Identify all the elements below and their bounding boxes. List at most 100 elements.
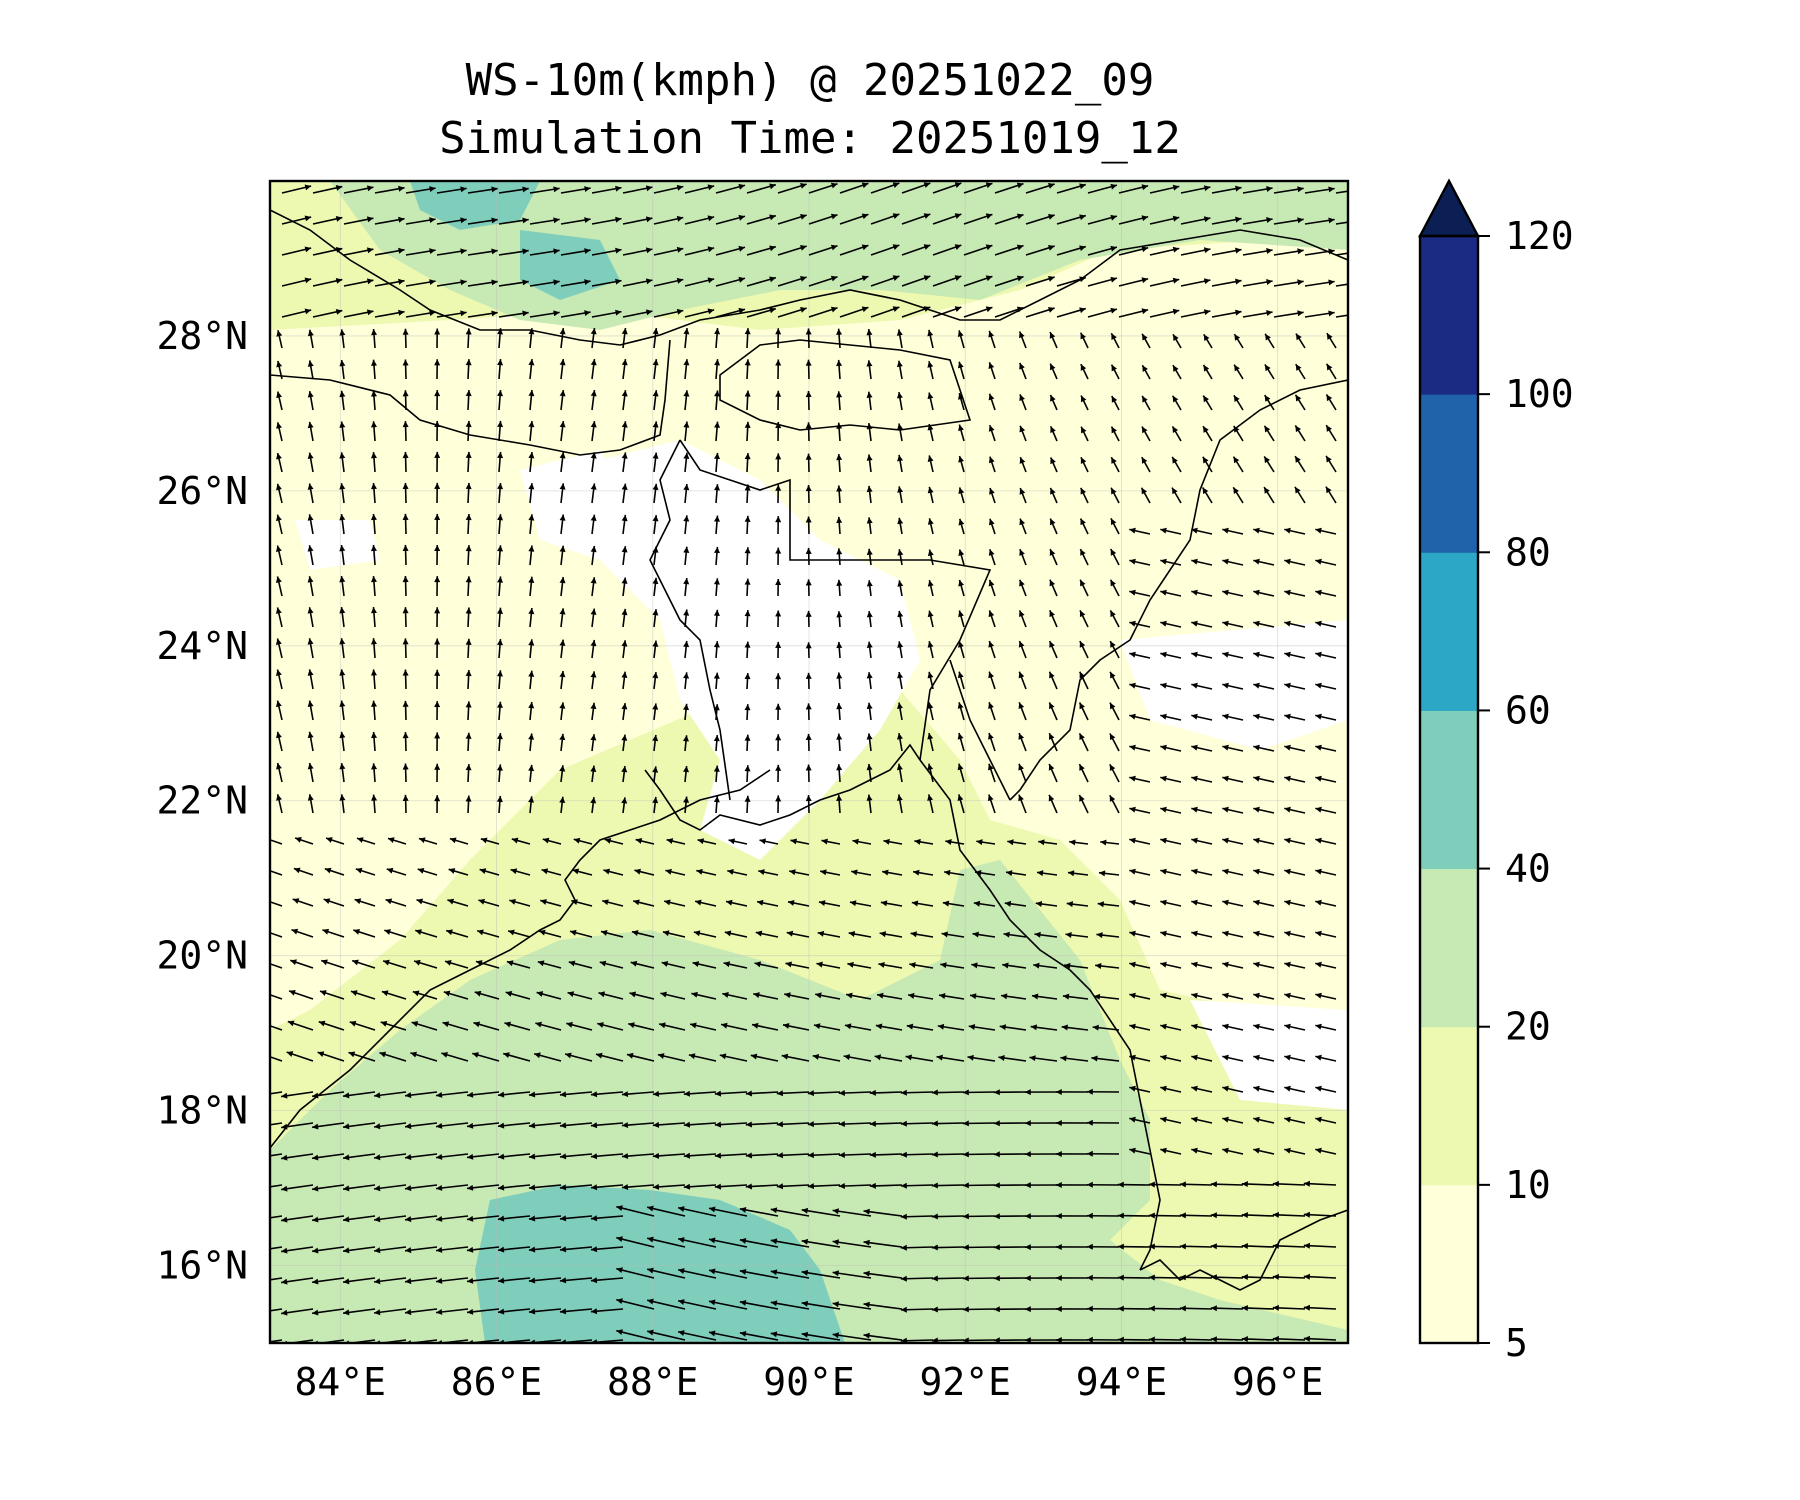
wind-arrow-head <box>707 277 715 284</box>
wind-arrow-head <box>1222 1085 1229 1092</box>
fill-calm-bangladesh <box>560 440 920 860</box>
wind-arrow-head <box>402 328 409 335</box>
wind-arrow-head <box>339 452 346 459</box>
wind-arrow-head <box>1129 713 1136 720</box>
wind-arrow-head <box>1172 456 1178 464</box>
wind-arrow-head <box>1253 930 1260 937</box>
wind-arrow-head <box>1315 744 1322 751</box>
wind-arrow-head <box>861 306 869 313</box>
wind-arrow-head <box>1080 395 1087 403</box>
wind-arrow-head <box>262 898 269 904</box>
wind-arrow-head <box>954 213 962 219</box>
wind-arrow-head <box>812 1053 820 1060</box>
wind-arrow-head <box>276 360 283 368</box>
wind-arrow-head <box>1024 1089 1031 1096</box>
wind-arrow-head <box>370 544 377 552</box>
wind-arrow-head <box>897 454 904 462</box>
wind-arrow-head <box>805 359 812 366</box>
wind-arrow-head <box>374 1185 381 1192</box>
wind-arrow-head <box>436 1091 443 1098</box>
wind-arrow-head <box>678 1330 685 1336</box>
colorbar-segment <box>1420 1184 1478 1344</box>
wind-arrow-head <box>775 547 782 554</box>
wind-arrow-head <box>821 838 828 845</box>
wind-arrow-head <box>281 1092 288 1099</box>
wind-arrow-head <box>474 990 482 997</box>
wind-arrow-head <box>962 1306 969 1313</box>
wind-arrow-head <box>1019 549 1025 556</box>
wind-arrow-head <box>927 702 934 709</box>
wind-arrow-head <box>927 580 934 587</box>
wind-arrow-head <box>429 248 436 255</box>
wind-arrow-head <box>1019 331 1025 339</box>
wind-arrow-head <box>621 483 628 490</box>
wind-arrow-head <box>1222 527 1229 534</box>
wind-arrow-head <box>988 702 994 709</box>
wind-arrow-head <box>286 1051 294 1057</box>
wind-arrow-head <box>339 607 346 614</box>
wind-arrow-head <box>511 837 519 844</box>
wind-arrow-head <box>744 453 751 460</box>
wind-arrow-head <box>615 185 622 192</box>
wind-arrow-head <box>993 1120 1000 1127</box>
wind-arrow-head <box>645 278 653 285</box>
wind-arrow-head <box>896 360 903 368</box>
wind-arrow-head <box>1160 899 1167 906</box>
map-frame <box>268 179 1350 1345</box>
wind-arrow-head <box>312 1216 319 1223</box>
wind-arrow-shaft <box>1335 190 1348 194</box>
wind-arrow-head <box>900 1182 907 1189</box>
wind-arrow-head <box>836 611 843 618</box>
wind-arrow-head <box>1024 1306 1031 1313</box>
wind-arrow-head <box>1328 217 1335 224</box>
wind-arrow-head <box>1264 395 1271 402</box>
wind-arrow-shaft <box>1335 283 1348 287</box>
wind-arrow-head <box>744 359 751 366</box>
wind-arrow-head <box>528 607 535 615</box>
wind-arrow-head <box>497 1184 505 1191</box>
wind-arrow-head <box>460 186 467 193</box>
wind-arrow-head <box>878 961 885 968</box>
wind-arrow-head <box>366 309 374 316</box>
wind-arrow-head <box>1100 839 1107 846</box>
wind-arrow-head <box>1191 1116 1198 1123</box>
wind-arrow-head <box>661 960 669 967</box>
wind-arrow-head <box>999 1024 1007 1031</box>
wind-arrow-head <box>931 1244 938 1251</box>
wind-arrow-head <box>800 245 807 251</box>
wind-arrow-head <box>418 837 426 844</box>
wind-arrow-head <box>350 990 358 996</box>
wind-arrow-head <box>1297 279 1304 286</box>
wind-arrow-head <box>590 1246 598 1253</box>
wind-arrow-head <box>405 1154 412 1161</box>
wind-arrow-head <box>1359 310 1365 316</box>
wind-arrow-head <box>744 328 751 335</box>
wind-arrow-head <box>621 1153 629 1160</box>
lon-tick-label: 88°E <box>607 1360 699 1404</box>
wind-arrow-head <box>1064 962 1071 969</box>
wind-arrow-head <box>348 1051 356 1058</box>
wind-arrow-head <box>429 217 436 224</box>
wind-arrow-head <box>836 548 843 555</box>
wind-arrow-head <box>1315 713 1322 720</box>
wind-arrow-head <box>1141 215 1149 222</box>
wind-arrow-head <box>281 1309 288 1316</box>
wind-arrow-head <box>312 1309 319 1316</box>
wind-arrow-head <box>1303 1242 1310 1249</box>
wind-arrow-head <box>973 900 981 907</box>
wind-arrow-head <box>813 1023 821 1030</box>
wind-arrow-head <box>1050 394 1056 402</box>
wind-arrow-head <box>931 1213 938 1220</box>
wind-arrow-head <box>465 607 472 614</box>
lat-tick-label: 28°N <box>156 314 248 358</box>
wind-arrow-head <box>1006 870 1013 877</box>
wind-arrow-head <box>528 796 535 803</box>
wind-arrow-head <box>434 701 441 708</box>
wind-arrow-head <box>942 900 950 907</box>
wind-arrow-head <box>1093 993 1101 1000</box>
wind-arrow-head <box>1328 279 1335 286</box>
wind-arrow-head <box>436 1184 443 1191</box>
wind-arrow-head <box>417 868 425 874</box>
wind-arrow-head <box>832 1239 839 1246</box>
wind-arrow-head <box>366 216 374 223</box>
